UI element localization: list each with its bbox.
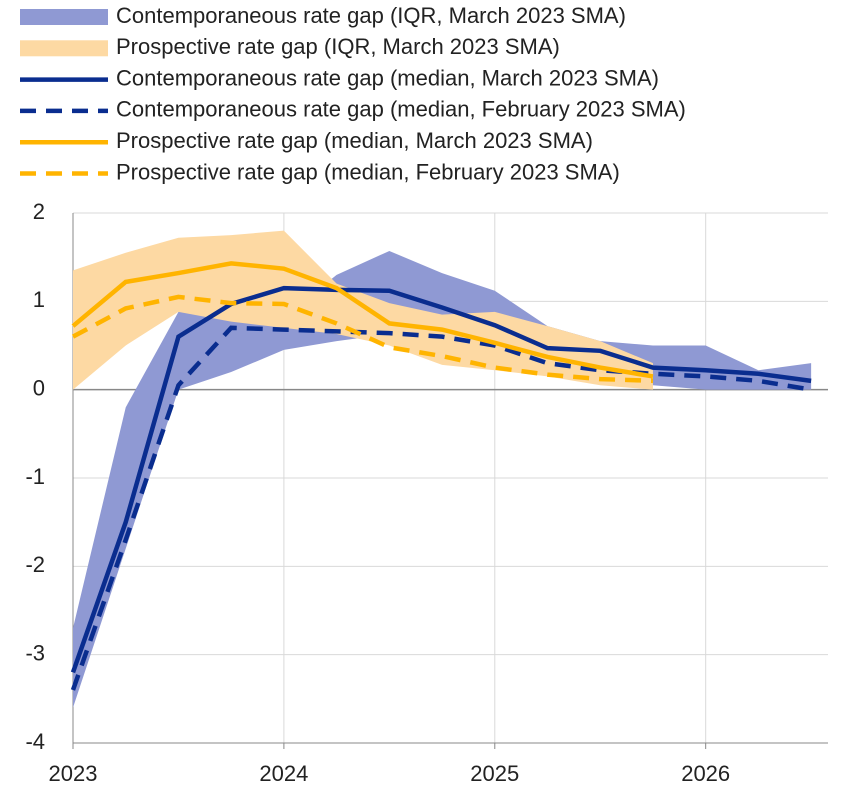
- x-tick-label: 2026: [681, 761, 730, 786]
- median-line: [71, 261, 654, 379]
- y-tick-label: 2: [33, 199, 45, 224]
- x-tick-label: 2024: [259, 761, 308, 786]
- median-line: [70, 285, 812, 674]
- y-tick-label: -2: [25, 552, 45, 577]
- median-line: [71, 294, 654, 384]
- x-tick-label: 2025: [470, 761, 519, 786]
- y-tick-label: -3: [25, 640, 45, 665]
- median-line: [70, 325, 812, 691]
- legend-label: Contemporaneous rate gap (median, Februa…: [116, 97, 686, 122]
- legend-label: Prospective rate gap (median, February 2…: [116, 159, 620, 184]
- legend-swatch: [20, 9, 108, 25]
- y-tick-label: -4: [25, 729, 45, 754]
- x-tick-label: 2023: [49, 761, 98, 786]
- legend-label: Contemporaneous rate gap (median, March …: [116, 65, 659, 90]
- y-tick-label: 0: [33, 375, 45, 400]
- legend-swatch: [20, 40, 108, 57]
- legend-label: Contemporaneous rate gap (IQR, March 202…: [116, 3, 626, 28]
- y-tick-label: -1: [25, 464, 45, 489]
- legend-label: Prospective rate gap (median, March 2023…: [116, 128, 593, 153]
- legend-label: Prospective rate gap (IQR, March 2023 SM…: [116, 34, 560, 59]
- y-tick-label: 1: [33, 287, 45, 312]
